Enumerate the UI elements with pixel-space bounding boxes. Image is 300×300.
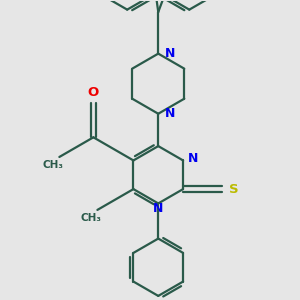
Text: S: S	[229, 183, 239, 196]
Text: N: N	[165, 107, 175, 120]
Text: N: N	[188, 152, 198, 165]
Text: N: N	[165, 47, 175, 60]
Text: N: N	[153, 202, 164, 215]
Text: CH₃: CH₃	[80, 213, 101, 223]
Text: CH₃: CH₃	[42, 160, 63, 170]
Text: O: O	[88, 86, 99, 99]
